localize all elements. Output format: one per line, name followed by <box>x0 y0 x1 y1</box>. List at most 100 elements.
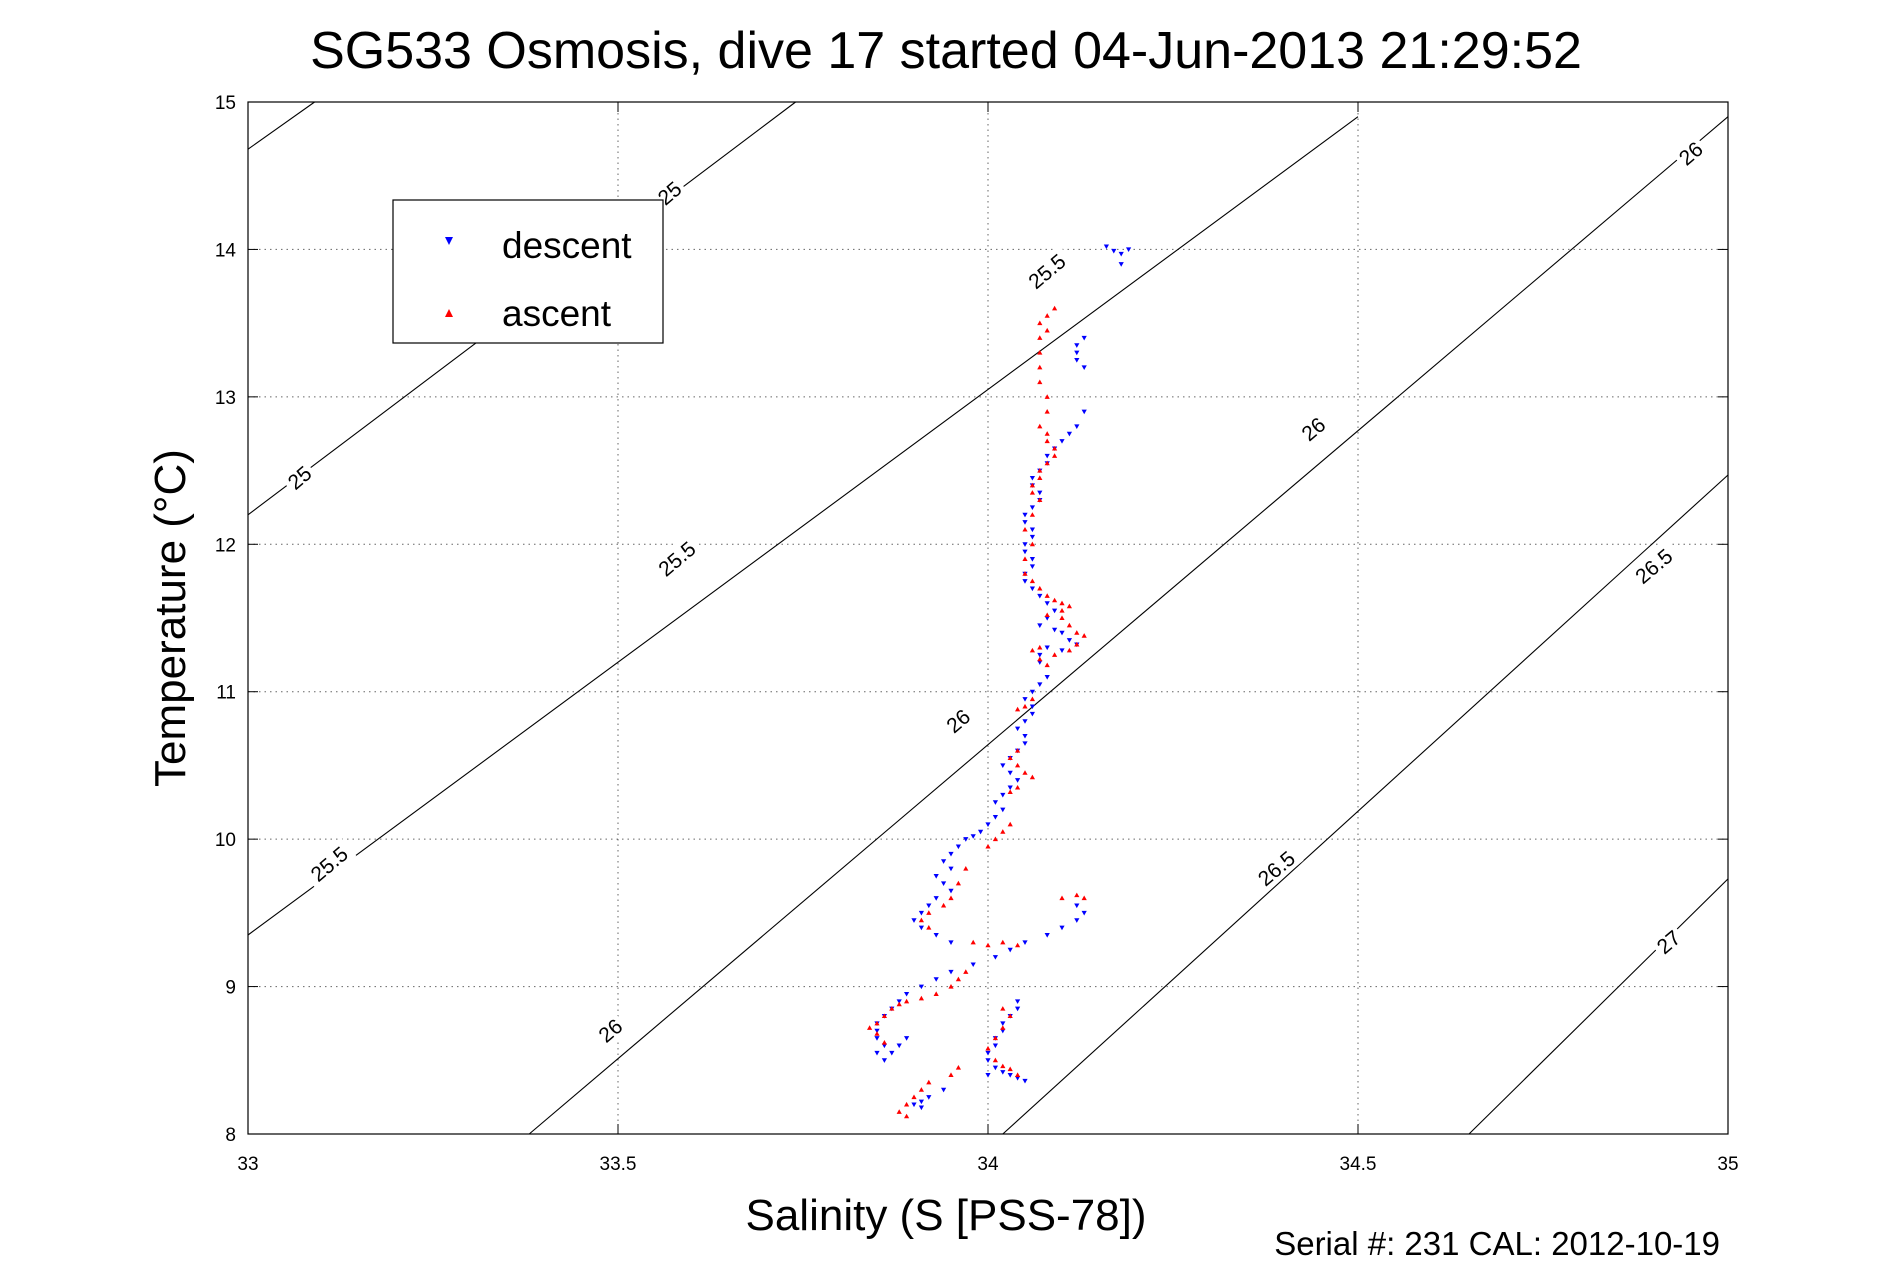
ascent-point <box>1037 644 1043 650</box>
descent-point <box>933 896 939 901</box>
ascent-point <box>1059 600 1065 606</box>
ascent-point <box>985 843 991 849</box>
ascent-point <box>1022 571 1028 576</box>
y-tick-label: 9 <box>225 978 236 999</box>
contour-label-bg <box>1648 922 1688 961</box>
ascent-point <box>926 925 932 930</box>
descent-point <box>1044 932 1050 938</box>
descent-point <box>1000 763 1006 769</box>
ascent-point <box>1000 1006 1006 1011</box>
y-tick-label: 13 <box>215 388 236 409</box>
ascent-point <box>1059 608 1065 613</box>
descent-point <box>941 1087 947 1093</box>
ascent-point <box>1022 526 1028 532</box>
chart-title: SG533 Osmosis, dive 17 started 04-Jun-20… <box>310 22 1582 80</box>
x-tick-label: 33.5 <box>600 1154 637 1175</box>
y-axis-label: Temperature (°C) <box>146 449 195 787</box>
ascent-point <box>918 1087 924 1092</box>
descent-point <box>1015 1006 1021 1012</box>
descent-point <box>874 1028 880 1034</box>
ascent-point <box>1044 431 1050 436</box>
ascent-point <box>1015 942 1021 948</box>
contour-label-bg <box>301 837 357 890</box>
descent-point <box>992 955 998 960</box>
descent-point <box>1111 248 1117 254</box>
descent-point <box>1022 697 1028 702</box>
descent-point <box>911 918 917 923</box>
ascent-point <box>896 1001 902 1007</box>
ascent-point <box>1074 641 1080 647</box>
ascent-point <box>918 995 924 1001</box>
descent-point <box>1029 475 1035 481</box>
ascent-point <box>963 866 969 871</box>
ascent-point <box>1044 593 1050 598</box>
ascent-point <box>867 1025 873 1030</box>
ascent-point <box>1007 789 1013 794</box>
contour-label-group: 26 <box>590 1011 630 1049</box>
ascent-point <box>1037 364 1043 370</box>
ascent-point <box>1037 423 1043 429</box>
contour-label: 27 <box>1653 926 1686 959</box>
descent-point <box>1029 586 1035 592</box>
descent-point <box>985 822 991 827</box>
ascent-point <box>963 969 969 974</box>
descent-point <box>1037 652 1043 658</box>
descent-point <box>874 1036 880 1041</box>
ascent-point <box>1022 703 1028 709</box>
descent-point <box>1007 1073 1013 1078</box>
ascent-point <box>1015 784 1021 790</box>
ascent-point <box>1059 895 1065 901</box>
ascent-point <box>881 1039 887 1045</box>
descent-point <box>1007 785 1013 791</box>
descent-point <box>941 881 947 886</box>
descent-point <box>1022 719 1028 724</box>
ascent-point <box>1000 1025 1006 1030</box>
density-contour-line <box>1002 474 1729 1135</box>
descent-point <box>1015 1075 1021 1081</box>
density-contour-line <box>528 116 1729 1135</box>
x-tick-label: 34.5 <box>1340 1154 1377 1175</box>
ascent-point <box>1029 512 1035 517</box>
ascent-point <box>1037 467 1043 473</box>
ascent-point <box>904 998 910 1004</box>
y-tick-label: 10 <box>215 830 236 851</box>
descent-point <box>1066 638 1072 643</box>
y-tick-label: 14 <box>215 240 237 261</box>
descent-point <box>1007 770 1013 776</box>
descent-point <box>1052 608 1058 614</box>
descent-point <box>1081 365 1087 370</box>
ascent-point <box>941 902 947 908</box>
ascent-point <box>1015 762 1021 768</box>
descent-point <box>1022 940 1028 945</box>
descent-point <box>1000 1070 1006 1075</box>
ascent-point <box>933 991 939 996</box>
ascent-point <box>1081 895 1087 901</box>
data-points <box>867 244 1132 1119</box>
descent-point <box>1118 262 1124 267</box>
descent-point <box>1000 1028 1006 1034</box>
descent-point <box>1029 711 1035 717</box>
descent-point <box>1037 682 1043 687</box>
ascent-point <box>889 1006 895 1011</box>
ascent-point <box>1007 755 1013 761</box>
descent-point <box>1029 704 1035 710</box>
legend-descent-marker <box>445 237 453 245</box>
ascent-point <box>1015 1072 1021 1078</box>
ascent-point <box>1007 821 1013 827</box>
descent-point <box>1015 999 1021 1004</box>
legend-box <box>392 199 664 344</box>
descent-point <box>1022 542 1028 547</box>
descent-point <box>1081 409 1087 415</box>
ascent-point <box>1052 652 1058 657</box>
descent-point <box>911 1102 917 1108</box>
ascent-point <box>1044 327 1050 333</box>
contour-label-bg <box>1625 539 1681 592</box>
descent-point <box>933 874 939 879</box>
descent-point <box>1044 645 1050 651</box>
ascent-point <box>955 1065 961 1070</box>
ascent-point <box>1037 335 1043 340</box>
descent-point <box>881 1058 887 1063</box>
density-contour-line <box>247 101 315 150</box>
descent-point <box>948 851 954 857</box>
ascent-point <box>926 1079 932 1085</box>
